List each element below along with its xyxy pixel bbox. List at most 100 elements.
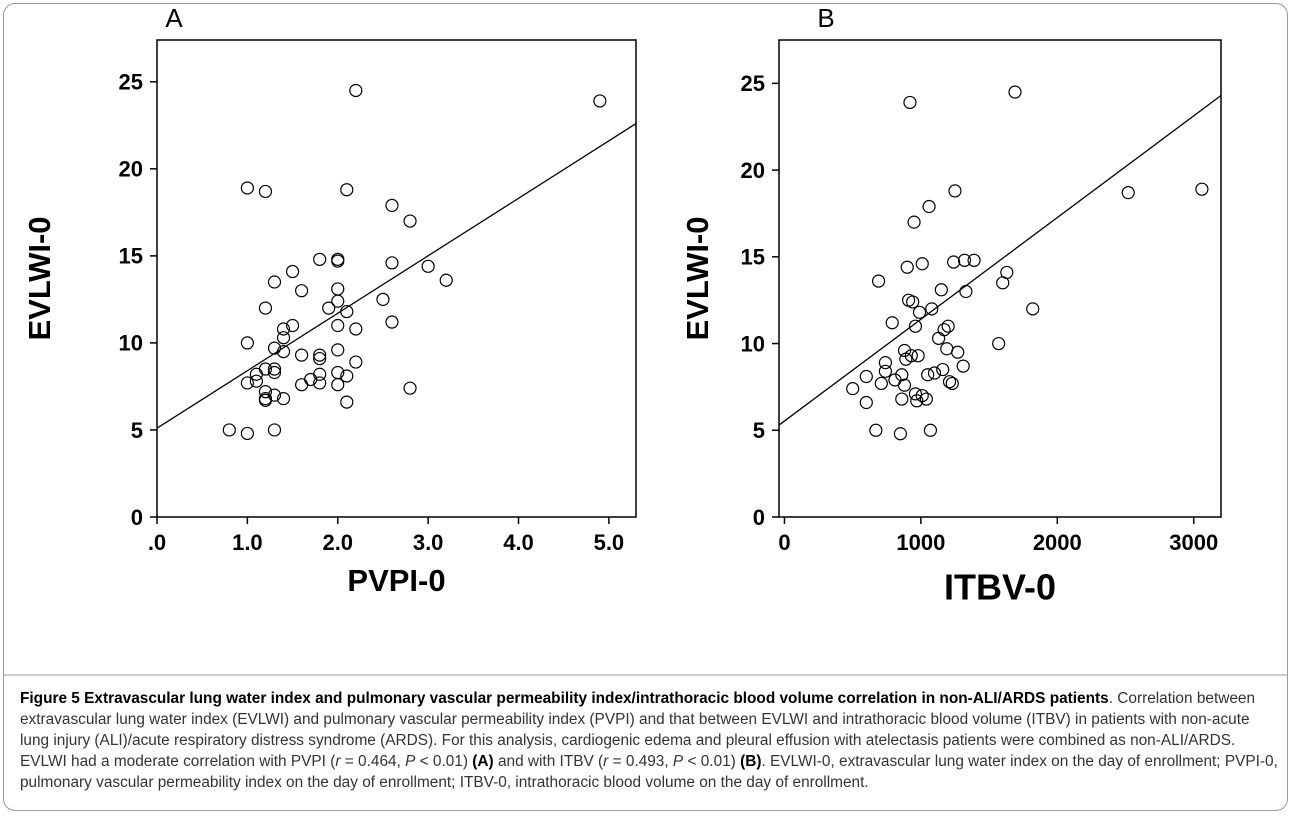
point xyxy=(1121,186,1135,200)
x-tick-label: 1.0 xyxy=(232,530,263,555)
point xyxy=(267,362,282,376)
point xyxy=(911,349,925,363)
point xyxy=(859,395,873,410)
point xyxy=(276,322,291,336)
point xyxy=(331,378,345,392)
point xyxy=(941,319,955,333)
point xyxy=(240,181,254,195)
point xyxy=(403,214,417,228)
caption-text: = 0.493, xyxy=(608,753,673,770)
point xyxy=(937,323,951,337)
point xyxy=(439,273,453,287)
panel-label: B xyxy=(817,3,834,33)
plot-frame xyxy=(156,39,637,518)
point xyxy=(915,388,929,403)
caption-text: . EVLWI-0, extravascular lung water inde… xyxy=(20,753,1278,791)
point xyxy=(331,365,345,380)
point xyxy=(908,387,923,401)
point xyxy=(276,392,291,406)
point xyxy=(1000,265,1014,280)
x-axis-label: ITBV-0 xyxy=(944,567,1056,608)
point xyxy=(1026,302,1040,316)
point xyxy=(313,351,327,366)
point xyxy=(385,198,399,212)
x-axis-label: PVPI-0 xyxy=(347,563,445,598)
point xyxy=(258,362,273,376)
y-tick-label: 20 xyxy=(741,158,765,183)
point xyxy=(947,255,961,269)
y-tick-label: 10 xyxy=(119,331,143,356)
caption-text: r xyxy=(603,753,609,770)
point xyxy=(258,184,273,199)
y-tick-label: 5 xyxy=(131,418,143,443)
x-tick-label: 3.0 xyxy=(413,530,444,555)
point xyxy=(285,264,300,279)
point xyxy=(240,376,254,390)
x-tick-label: 2.0 xyxy=(322,530,353,555)
point xyxy=(349,322,363,336)
point xyxy=(956,359,970,373)
point xyxy=(967,253,981,267)
point xyxy=(1008,85,1022,99)
x-tick-label: 4.0 xyxy=(503,530,534,555)
point xyxy=(285,318,300,333)
point xyxy=(951,345,965,359)
point xyxy=(258,301,273,315)
point xyxy=(936,362,950,377)
point xyxy=(934,283,948,297)
point xyxy=(331,294,345,308)
y-tick-label: 20 xyxy=(119,157,143,182)
point xyxy=(927,366,942,380)
caption: Figure 5 Extravascular lung water index … xyxy=(20,688,1282,793)
point xyxy=(340,304,354,319)
point xyxy=(895,392,909,406)
point xyxy=(267,275,282,289)
plot-frame xyxy=(778,39,1222,518)
y-axis-label: EVLWI-0 xyxy=(22,216,57,340)
caption-text: (B) xyxy=(740,753,762,770)
point xyxy=(915,257,929,271)
point xyxy=(903,95,917,110)
point xyxy=(948,184,962,198)
point xyxy=(421,259,435,273)
point xyxy=(385,315,399,329)
frame xyxy=(3,3,1288,811)
point xyxy=(240,426,254,441)
caption-text: = 0.464, xyxy=(340,753,406,770)
point xyxy=(921,368,935,382)
caption-text: P xyxy=(672,753,684,770)
point xyxy=(945,376,959,391)
caption-text: < 0.01) xyxy=(415,753,473,770)
point xyxy=(908,319,923,333)
point xyxy=(385,256,399,270)
point xyxy=(897,343,912,358)
point xyxy=(846,382,860,396)
point xyxy=(295,284,309,298)
point xyxy=(249,367,264,381)
point xyxy=(897,378,912,392)
fit-line xyxy=(778,94,1222,426)
point xyxy=(957,253,972,267)
point xyxy=(331,343,345,357)
point xyxy=(893,427,908,441)
point xyxy=(942,375,957,389)
point xyxy=(340,369,354,383)
caption-text: < 0.01) xyxy=(683,753,741,770)
caption-text: and with ITBV ( xyxy=(493,753,604,770)
point xyxy=(959,284,973,299)
y-tick-label: 10 xyxy=(741,331,765,356)
point xyxy=(912,305,927,319)
x-tick-label: 3000 xyxy=(1169,530,1218,555)
point xyxy=(878,356,893,370)
point xyxy=(878,364,893,378)
point xyxy=(313,376,327,390)
caption-title: Figure 5 Extravascular lung water index … xyxy=(20,690,1109,707)
point xyxy=(331,318,345,333)
point xyxy=(895,368,909,382)
point xyxy=(313,252,327,266)
y-tick-label: 5 xyxy=(753,418,765,443)
point xyxy=(907,215,921,229)
point xyxy=(340,395,354,409)
y-tick-label: 25 xyxy=(119,70,143,95)
